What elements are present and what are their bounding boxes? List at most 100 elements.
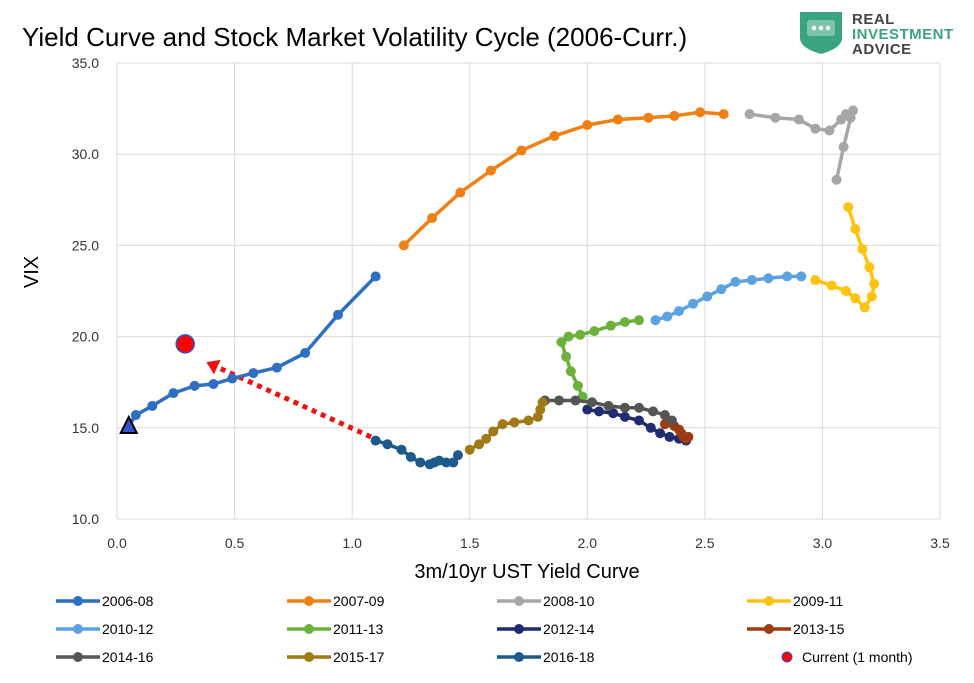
data-point: [556, 337, 567, 348]
series-2006-08: [123, 271, 381, 431]
data-point: [605, 320, 616, 331]
legend-label: 2015-17: [333, 649, 385, 665]
data-point: [448, 457, 459, 468]
data-point: [857, 244, 868, 255]
x-tick-label: 1.5: [460, 535, 480, 551]
data-point: [634, 415, 645, 426]
y-tick-label: 35.0: [72, 55, 99, 71]
series-2010-12: [650, 271, 807, 326]
data-point: [810, 123, 821, 134]
data-point: [669, 110, 680, 121]
data-point: [619, 402, 630, 413]
data-point: [683, 431, 694, 442]
data-point: [662, 311, 673, 322]
data-point: [838, 141, 849, 152]
data-point: [509, 417, 520, 428]
grid-lines: [116, 62, 941, 520]
data-point: [168, 388, 179, 399]
data-point: [843, 202, 854, 213]
tick-labels: 0.0 0.5 1.0 1.5 2.0 2.5 3.0 3.5 10.0 15.0 20.0 25.0…: [72, 55, 950, 551]
chart-title: Yield Curve and Stock Market Volatility …: [22, 22, 688, 52]
legend-marker: [73, 624, 83, 634]
data-point: [864, 262, 875, 273]
legend-marker: [304, 596, 314, 606]
trend-arrow: [206, 359, 372, 440]
data-point: [582, 404, 593, 415]
data-point: [850, 223, 861, 234]
data-point: [382, 439, 393, 450]
data-point: [405, 451, 416, 462]
data-point: [619, 411, 630, 422]
data-point: [869, 278, 880, 289]
legend-item: 2009-11: [747, 593, 844, 609]
data-point: [300, 348, 311, 359]
data-point: [586, 397, 597, 408]
data-point: [415, 457, 426, 468]
data-point: [810, 275, 821, 286]
data-point: [763, 273, 774, 284]
legend-marker: [514, 652, 524, 662]
legend-label: 2012-14: [543, 621, 595, 637]
data-point: [130, 410, 141, 421]
data-point: [716, 284, 727, 295]
data-point: [570, 395, 581, 406]
x-tick-label: 1.0: [342, 535, 362, 551]
series-2007-09: [398, 107, 729, 251]
data-point: [650, 315, 661, 326]
x-tick-label: 3.5: [930, 535, 950, 551]
x-tick-label: 0.5: [225, 535, 245, 551]
legend-marker: [304, 652, 314, 662]
data-point: [603, 400, 614, 411]
legend-label: 2010-12: [102, 621, 154, 637]
arrow-line: [216, 364, 372, 440]
data-point: [664, 431, 675, 442]
current-point: [175, 334, 195, 354]
data-point: [826, 280, 837, 291]
data-point: [370, 271, 381, 282]
legend-marker: [764, 624, 774, 634]
data-point: [866, 291, 877, 302]
data-point: [648, 406, 659, 417]
data-point: [497, 419, 508, 430]
data-point: [189, 380, 200, 391]
data-point: [227, 373, 238, 384]
legend-item: 2010-12: [56, 621, 154, 637]
legend-marker: [73, 652, 83, 662]
data-point: [744, 109, 755, 120]
data-point: [523, 415, 534, 426]
x-tick-label: 3.0: [813, 535, 833, 551]
logo-line-1: REAL: [852, 11, 895, 28]
legend-marker: [304, 624, 314, 634]
data-point: [824, 125, 835, 136]
data-point: [612, 114, 623, 125]
series-line: [127, 275, 377, 427]
legend-label: 2009-11: [793, 593, 844, 609]
data-point: [702, 291, 713, 302]
data-point: [572, 380, 583, 391]
data-point: [831, 174, 842, 185]
legend-item: 2012-14: [497, 621, 595, 637]
legend-marker: [73, 596, 83, 606]
data-point: [561, 351, 572, 362]
series-Current (1 month): [175, 334, 195, 354]
legend: 2006-08 2007-09 2008-10 2009-11 2010-12 2011-…: [56, 593, 912, 665]
y-tick-label: 25.0: [72, 237, 99, 253]
legend-item: 2015-17: [287, 649, 385, 665]
legend-item: 2014-16: [56, 649, 154, 665]
logo-line-2: INVESTMENT: [852, 26, 954, 43]
legend-label: 2007-09: [333, 593, 385, 609]
data-point: [485, 165, 496, 176]
legend-item: 2006-08: [56, 593, 154, 609]
data-point: [147, 400, 158, 411]
y-tick-label: 15.0: [72, 420, 99, 436]
data-point: [554, 395, 565, 406]
legend-label: 2014-16: [102, 649, 154, 665]
data-point: [563, 331, 574, 342]
legend-label: 2006-08: [102, 593, 154, 609]
legend-label: 2011-13: [333, 621, 384, 637]
data-point: [796, 271, 807, 282]
data-point: [645, 422, 656, 433]
data-point: [608, 408, 619, 419]
legend-item: 2013-15: [747, 621, 845, 637]
